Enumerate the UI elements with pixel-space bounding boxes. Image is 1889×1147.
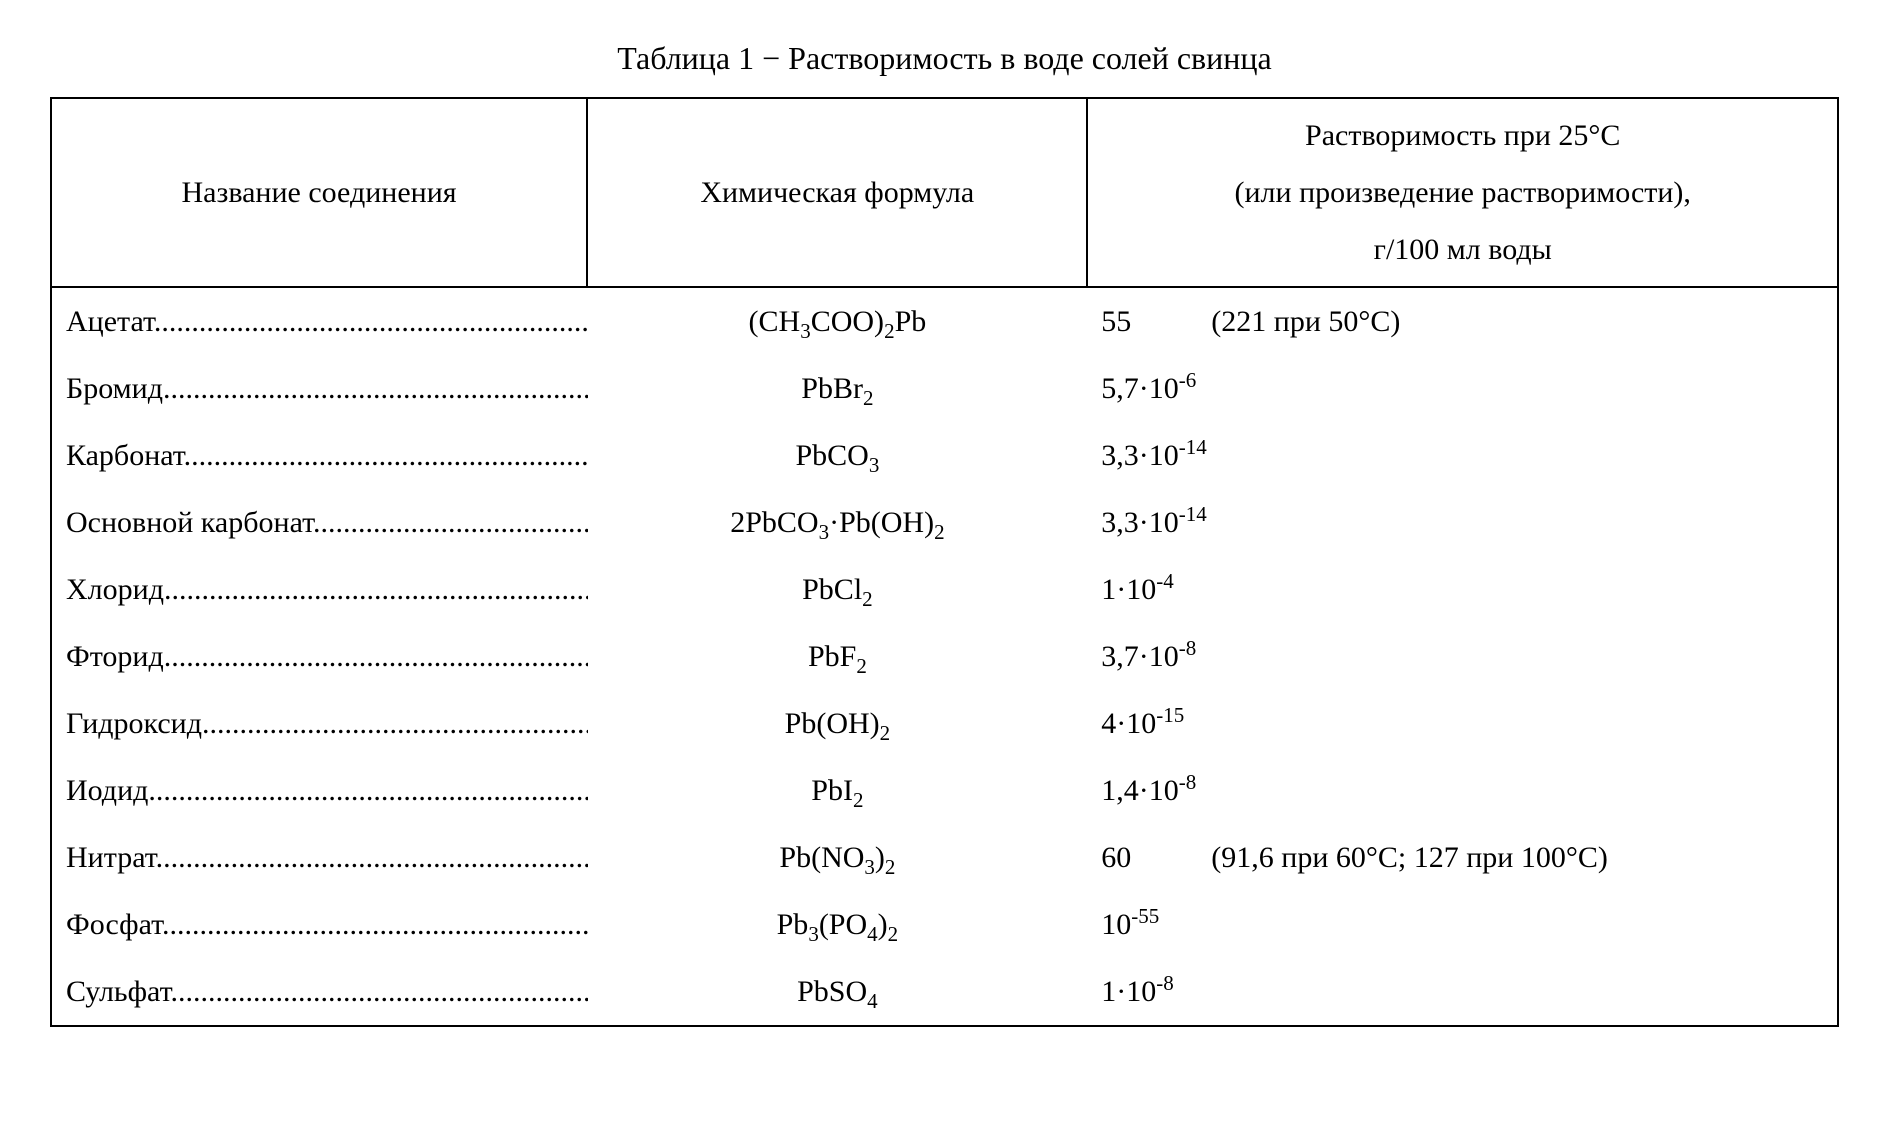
leader-dots <box>170 975 587 1008</box>
table-row: Ацетат (CH3COO)2Pb55(221 при 50°C) <box>52 288 1837 355</box>
leader-dots <box>164 573 588 606</box>
table-row: Иодид PbI21,4·10-8 <box>52 757 1837 824</box>
compound-name-cell: Гидроксид <box>52 690 588 757</box>
compound-name: Бромид <box>66 372 163 405</box>
solubility-cell: 1·10-4 <box>1087 556 1837 623</box>
formula-cell: Pb(OH)2 <box>588 690 1088 757</box>
table-row: Хлорид PbCl21·10-4 <box>52 556 1837 623</box>
compound-name: Ацетат <box>66 305 154 338</box>
formula-cell: PbI2 <box>588 757 1088 824</box>
compound-name-cell: Хлорид <box>52 556 588 623</box>
compound-name: Фторид <box>66 640 164 673</box>
leader-dots <box>202 707 588 740</box>
formula-cell: PbF2 <box>588 623 1088 690</box>
compound-name-cell: Ацетат <box>52 288 588 355</box>
solubility-cell: 60(91,6 при 60°C; 127 при 100°C) <box>1087 824 1837 891</box>
formula-cell: (CH3COO)2Pb <box>588 288 1088 355</box>
col-header-formula: Химическая формула <box>587 98 1087 287</box>
formula-cell: PbCl2 <box>588 556 1088 623</box>
compound-name: Карбонат <box>66 439 184 472</box>
table-row: Гидроксид Pb(OH)24·10-15 <box>52 690 1837 757</box>
col-header-name: Название соединения <box>51 98 587 287</box>
leader-dots <box>162 908 588 941</box>
formula-cell: Pb3(PO4)2 <box>588 891 1088 958</box>
formula-cell: PbBr2 <box>588 355 1088 422</box>
solubility-cell: 3,7·10-8 <box>1087 623 1837 690</box>
table-row: Сульфат PbSO41·10-8 <box>52 958 1837 1025</box>
table-row: Нитрат Pb(NO3)260(91,6 при 60°C; 127 при … <box>52 824 1837 891</box>
solubility-cell: 4·10-15 <box>1087 690 1837 757</box>
leader-dots <box>154 305 588 338</box>
compound-name-cell: Основной карбонат <box>52 489 588 556</box>
formula-cell: 2PbCO3·Pb(OH)2 <box>588 489 1088 556</box>
compound-name-cell: Иодид <box>52 757 588 824</box>
table-row: Фторид PbF23,7·10-8 <box>52 623 1837 690</box>
solubility-cell: 3,3·10-14 <box>1087 489 1837 556</box>
compound-name-cell: Бромид <box>52 355 588 422</box>
table-caption: Таблица 1 − Растворимость в воде солей с… <box>50 40 1839 77</box>
leader-dots <box>313 506 588 539</box>
compound-name: Сульфат <box>66 975 170 1008</box>
leader-dots <box>156 841 588 874</box>
leader-dots <box>164 640 588 673</box>
solubility-cell: 5,7·10-6 <box>1087 355 1837 422</box>
compound-name: Нитрат <box>66 841 156 874</box>
table-row: Карбонат PbCO33,3·10-14 <box>52 422 1837 489</box>
compound-name-cell: Сульфат <box>52 958 588 1025</box>
solubility-cell: 1,4·10-8 <box>1087 757 1837 824</box>
leader-dots <box>148 774 587 807</box>
solubility-table: Название соединения Химическая формула Р… <box>50 97 1839 1027</box>
compound-name-cell: Фторид <box>52 623 588 690</box>
compound-name-cell: Карбонат <box>52 422 588 489</box>
compound-name: Фосфат <box>66 908 162 941</box>
formula-cell: Pb(NO3)2 <box>588 824 1088 891</box>
formula-cell: PbCO3 <box>588 422 1088 489</box>
col-header-solubility: Растворимость при 25°C(или произведение … <box>1087 98 1838 287</box>
compound-name: Хлорид <box>66 573 164 606</box>
compound-name-cell: Фосфат <box>52 891 588 958</box>
table-row: Фосфат Pb3(PO4)210-55 <box>52 891 1837 958</box>
solubility-cell: 10-55 <box>1087 891 1837 958</box>
table-row: Основной карбонат 2PbCO3·Pb(OH)23,3·10-14 <box>52 489 1837 556</box>
compound-name-cell: Нитрат <box>52 824 588 891</box>
compound-name: Иодид <box>66 774 148 807</box>
compound-name: Основной карбонат <box>66 506 313 539</box>
solubility-cell: 55(221 при 50°C) <box>1087 288 1837 355</box>
compound-name: Гидроксид <box>66 707 202 740</box>
solubility-cell: 3,3·10-14 <box>1087 422 1837 489</box>
table-row: Бромид PbBr25,7·10-6 <box>52 355 1837 422</box>
table-header-row: Название соединения Химическая формула Р… <box>51 98 1838 287</box>
leader-dots <box>163 372 588 405</box>
formula-cell: PbSO4 <box>588 958 1088 1025</box>
solubility-cell: 1·10-8 <box>1087 958 1837 1025</box>
table-body: Ацетат (CH3COO)2Pb55(221 при 50°C) Бромид P… <box>52 288 1837 1025</box>
leader-dots <box>184 439 588 472</box>
